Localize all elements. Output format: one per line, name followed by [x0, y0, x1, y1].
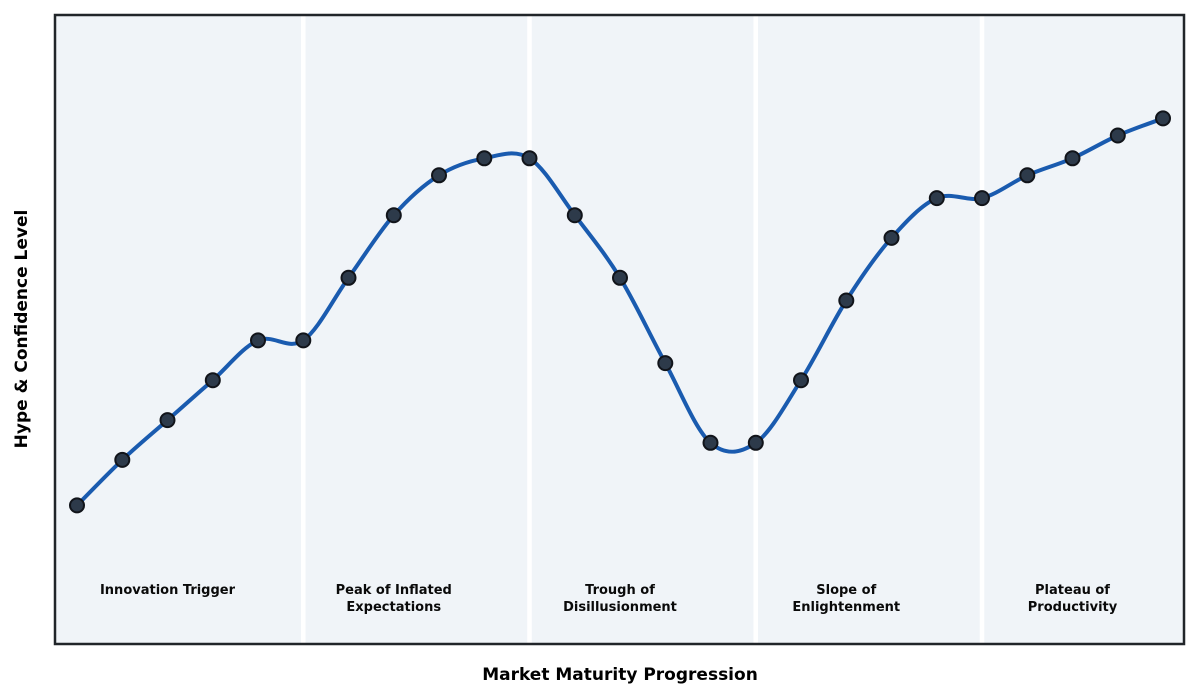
data-point: [974, 190, 990, 207]
phase-label-line: Disillusionment: [563, 600, 677, 615]
x-axis-label: Market Maturity Progression: [482, 665, 758, 685]
phase-bands: [55, 15, 1184, 644]
data-point: [385, 207, 402, 224]
data-point: [476, 150, 493, 167]
data-points: [69, 110, 1171, 514]
phase-label-line: Expectations: [346, 600, 441, 615]
data-point: [566, 207, 583, 224]
y-axis-label: Hype & Confidence Level: [12, 210, 32, 449]
phase-label: Innovation Trigger: [100, 583, 236, 598]
data-point: [340, 269, 357, 286]
data-point: [883, 229, 900, 246]
data-point: [1109, 127, 1126, 144]
data-point: [159, 412, 176, 429]
phase-labels: Innovation Trigger Peak of Inflated Expect…: [100, 583, 1118, 615]
data-point: [204, 372, 221, 389]
data-point: [114, 451, 131, 468]
phase-label-line: Enlightenment: [792, 600, 900, 615]
data-point: [431, 167, 447, 184]
data-point: [250, 332, 266, 349]
data-point: [1019, 167, 1036, 184]
data-point: [747, 434, 764, 451]
data-point: [521, 150, 538, 167]
data-point: [612, 269, 628, 286]
phase-label: Peak of Inflated Expectations: [336, 583, 452, 615]
data-point: [1064, 150, 1081, 167]
data-point: [1155, 110, 1171, 127]
data-point: [928, 190, 945, 207]
data-point: [838, 292, 855, 309]
plot-background: [55, 15, 1184, 644]
data-point: [295, 332, 312, 349]
phase-label-line: Trough of: [585, 583, 655, 598]
plot-border: [53, 13, 1186, 646]
phase-label-line: Peak of Inflated: [336, 583, 452, 598]
phase-label-line: Productivity: [1028, 600, 1118, 615]
phase-label-line: Plateau of: [1035, 583, 1110, 598]
data-point: [702, 434, 719, 451]
data-point: [657, 355, 674, 372]
data-point: [793, 372, 809, 389]
phase-label-line: Slope of: [816, 583, 876, 598]
phase-label: Slope of Enlightenment: [792, 583, 900, 615]
phase-separators: [301, 16, 985, 643]
phase-label: Trough of Disillusionment: [563, 583, 677, 615]
data-point: [69, 497, 85, 514]
phase-label: Plateau of Productivity: [1028, 583, 1118, 615]
phase-label-line: Innovation Trigger: [100, 583, 236, 598]
plot-border-group: [53, 13, 1186, 646]
